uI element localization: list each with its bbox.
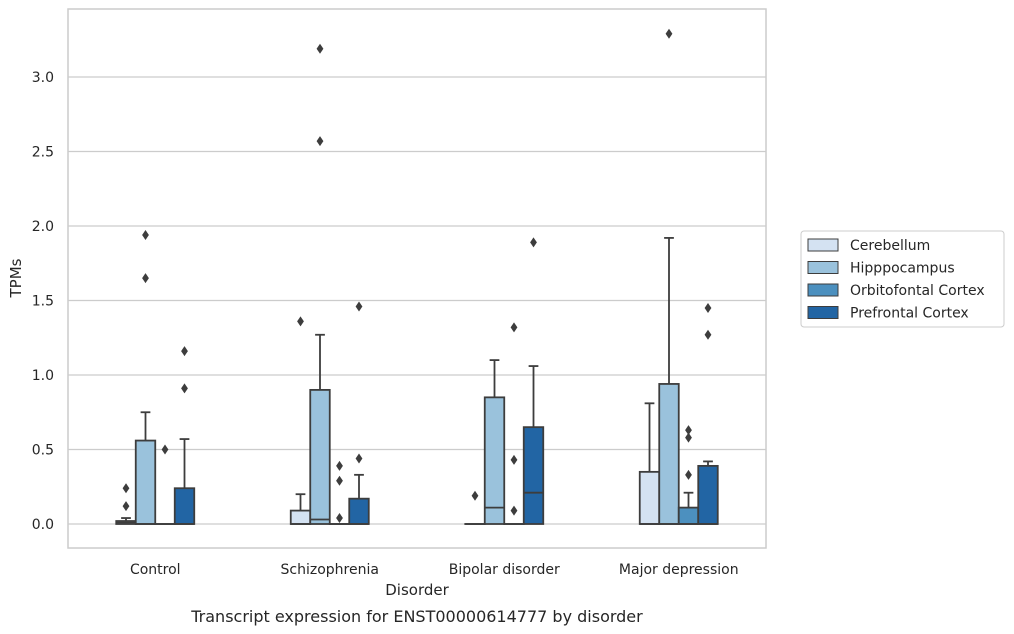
plot-area-frame xyxy=(67,8,767,549)
x-tick-label: Bipolar disorder xyxy=(449,562,560,578)
outlier-point xyxy=(181,383,188,394)
outlier-point xyxy=(355,301,363,312)
outlier-point xyxy=(510,454,518,465)
y-tick-label: 3.0 xyxy=(32,70,54,86)
box-plots xyxy=(115,28,719,525)
legend: Cerebellum Hipppocampus Orbitofontal Corte… xyxy=(800,230,1005,328)
legend-swatch xyxy=(807,238,839,252)
legend-label: Orbitofontal Cortex xyxy=(850,283,985,299)
box-body xyxy=(348,497,370,525)
outlier-point xyxy=(336,513,343,524)
outlier-point xyxy=(510,322,518,333)
box-hipppocampus-schizophrenia xyxy=(309,43,331,525)
y-tick-label: 2.0 xyxy=(32,219,54,235)
outlier-point xyxy=(122,501,130,512)
outlier-point xyxy=(665,28,673,39)
box-body xyxy=(134,439,157,525)
y-axis-ticks: 0.0 0.5 1.0 1.5 2.0 2.5 3.0 xyxy=(32,70,54,533)
legend-frame xyxy=(800,230,1005,328)
legend-label: Hipppocampus xyxy=(850,261,955,277)
outlier-point xyxy=(355,453,363,464)
box-orbitofontal-cortex-major-depression xyxy=(677,425,700,525)
outlier-point xyxy=(471,490,479,501)
outlier-point xyxy=(685,469,692,480)
y-tick-label: 0.5 xyxy=(32,443,54,459)
box-hipppocampus-major-depression xyxy=(658,28,680,525)
box-prefrontal-cortex-bipolar-disorder xyxy=(522,237,545,525)
outlier-point xyxy=(142,229,149,240)
y-tick-label: 0.0 xyxy=(32,517,54,533)
y-tick-label: 2.5 xyxy=(32,145,54,161)
x-tick-label: Control xyxy=(130,562,181,578)
outlier-point xyxy=(530,237,537,248)
box-prefrontal-cortex-schizophrenia xyxy=(348,301,370,525)
chart-caption: Transcript expression for ENST0000061477… xyxy=(190,607,643,626)
x-axis-label: Disorder xyxy=(385,581,449,599)
outlier-point xyxy=(142,273,149,284)
outlier-point xyxy=(336,475,343,486)
outlier-point xyxy=(316,136,324,147)
box-body xyxy=(522,426,545,525)
y-tick-label: 1.0 xyxy=(32,368,54,384)
legend-swatch xyxy=(807,306,839,319)
box-orbitofontal-cortex-bipolar-disorder xyxy=(503,322,525,525)
box-body xyxy=(483,396,506,525)
outlier-point xyxy=(161,444,169,455)
box-cerebellum-major-depression xyxy=(638,402,661,525)
box-cerebellum-bipolar-disorder xyxy=(464,490,486,525)
outlier-point xyxy=(510,505,518,516)
box-hipppocampus-bipolar-disorder xyxy=(483,359,506,525)
outlier-point xyxy=(122,483,130,494)
box-hipppocampus-control xyxy=(134,229,157,525)
box-body xyxy=(697,464,719,525)
legend-swatch xyxy=(807,261,839,274)
box-cerebellum-schizophrenia xyxy=(289,316,312,525)
outlier-point xyxy=(704,302,712,313)
x-tick-label: Schizophrenia xyxy=(281,562,379,578)
box-body xyxy=(309,388,331,525)
box-orbitofontal-cortex-schizophrenia xyxy=(328,460,351,525)
box-body xyxy=(658,383,680,525)
box-prefrontal-cortex-major-depression xyxy=(697,302,719,525)
legend-swatch xyxy=(807,283,839,297)
y-tick-label: 1.5 xyxy=(32,294,54,310)
legend-label: Prefrontal Cortex xyxy=(850,306,969,322)
outlier-point xyxy=(704,329,712,340)
y-axis-label: TPMs xyxy=(7,258,25,298)
box-prefrontal-cortex-control xyxy=(173,346,196,525)
box-body xyxy=(289,509,312,525)
outlier-point xyxy=(297,316,304,327)
box-cerebellum-control xyxy=(115,483,137,525)
outlier-point xyxy=(685,425,692,436)
box-body xyxy=(638,470,661,525)
outlier-point xyxy=(181,346,188,357)
box-orbitofontal-cortex-control xyxy=(154,444,176,525)
box-body xyxy=(677,506,700,525)
outlier-point xyxy=(336,460,343,471)
x-axis-ticks: Control Schizophrenia Bipolar disorder Majo… xyxy=(130,562,739,578)
box-body xyxy=(173,487,196,525)
x-tick-label: Major depression xyxy=(619,562,739,578)
outlier-point xyxy=(316,43,324,54)
legend-label: Cerebellum xyxy=(850,238,930,254)
outlier-point xyxy=(685,432,692,443)
